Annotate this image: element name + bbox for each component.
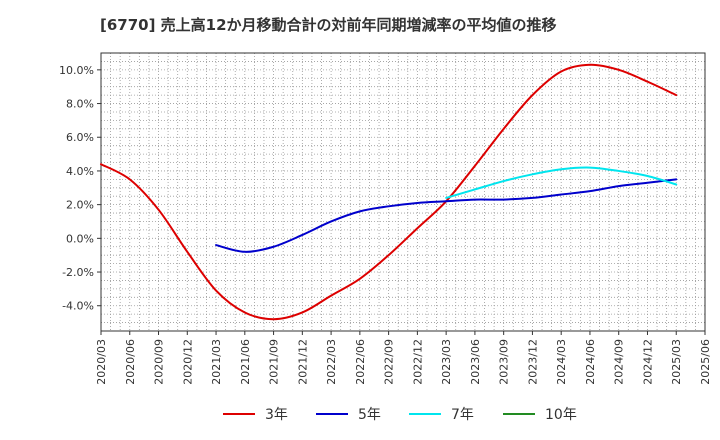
x-tick-label: 2021/03: [210, 339, 223, 385]
x-tick-label: 2022/09: [383, 339, 396, 385]
y-tick-label: -4.0%: [62, 300, 94, 313]
x-tick-label: 2021/12: [296, 339, 309, 385]
x-tick-label: 2022/06: [354, 339, 367, 385]
x-tick-label: 2024/09: [613, 339, 626, 385]
series-line-2: [445, 166, 678, 199]
x-tick-label: 2020/09: [153, 339, 166, 385]
series-line-0: [100, 63, 678, 321]
x-tick-label: 2022/12: [411, 339, 424, 385]
axes: -4.0% -2.0% 0.0% 2.0% 4.0% 6.0% 8.0% 10.0% 2020/…: [59, 52, 712, 385]
x-tick-label: 2022/03: [325, 339, 338, 385]
series-line-1: [215, 178, 678, 253]
x-tick-label: 2023/09: [498, 339, 511, 385]
x-tick-label: 2025/06: [699, 339, 712, 385]
y-tick-label: 10.0%: [59, 64, 94, 77]
x-tick-label: 2021/09: [268, 339, 281, 385]
x-tick-label: 2023/06: [469, 339, 482, 385]
chart-title: [6770] 売上高12か月移動合計の対前年同期増減率の平均値の推移: [100, 16, 557, 34]
legend: 3年 5年 7年 10年: [223, 407, 577, 423]
y-tick-label: -2.0%: [62, 266, 94, 279]
legend-label-1: 5年: [358, 407, 381, 423]
x-tick-label: 2025/03: [670, 339, 683, 385]
legend-label-0: 3年: [265, 407, 288, 423]
x-tick-label: 2020/12: [181, 339, 194, 385]
x-tick-label: 2021/06: [239, 339, 252, 385]
legend-label-3: 10年: [545, 407, 577, 423]
x-tick-label: 2024/06: [584, 339, 597, 385]
plot-frame: [100, 52, 706, 332]
grid: [100, 52, 706, 332]
y-tick-label: 8.0%: [66, 98, 94, 111]
legend-label-2: 7年: [451, 407, 474, 423]
y-tick-label: 4.0%: [66, 165, 94, 178]
x-tick-label: 2023/12: [526, 339, 539, 385]
y-tick-label: 6.0%: [66, 131, 94, 144]
x-tick-label: 2024/12: [641, 339, 654, 385]
plot-background: [101, 53, 705, 331]
y-tick-label: 0.0%: [66, 232, 94, 245]
x-tick-label: 2020/03: [95, 339, 108, 385]
x-tick-label: 2023/03: [440, 339, 453, 385]
y-tick-label: 2.0%: [66, 199, 94, 212]
series-lines: [100, 63, 678, 321]
x-tick-label: 2020/06: [124, 339, 137, 385]
x-tick-label: 2024/03: [555, 339, 568, 385]
